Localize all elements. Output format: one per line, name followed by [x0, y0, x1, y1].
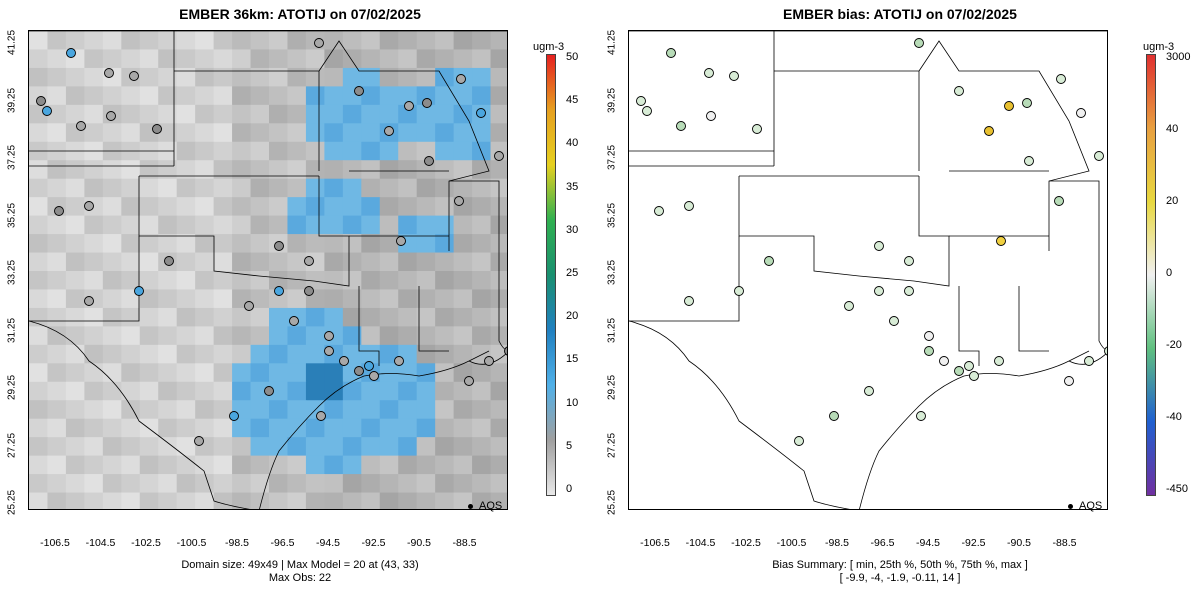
model-panel: EMBER 36km: ATOTIJ on 07/02/2025 41.25 39… [6, 6, 579, 584]
model-legend: AQS [468, 500, 502, 512]
x-tick-label: -94.5 [916, 537, 940, 549]
x-tick-label: -90.5 [1007, 537, 1031, 549]
bias-map-frame [628, 30, 1108, 510]
x-tick-label: -104.5 [85, 537, 116, 549]
colorbar-tick-label: 40 [1166, 123, 1179, 135]
y-tick-label: 33.25 [606, 259, 618, 286]
bias-legend-label: AQS [1079, 500, 1103, 512]
colorbar-tick-label: 3000 [1166, 51, 1191, 63]
y-tick-label: 27.25 [6, 432, 18, 458]
y-tick-label: 29.25 [606, 374, 618, 401]
colorbar-tick-label: 0 [566, 483, 573, 495]
colorbar-tick-label: 35 [566, 180, 579, 193]
bias-footer-line2: [ -9.9, -4, -1.9, -0.11, 14 ] [839, 572, 961, 584]
x-tick-label: -94.5 [316, 537, 340, 549]
colorbar-tick-label: 50 [566, 51, 579, 63]
bias-panel-title: EMBER bias: ATOTIJ on 07/02/2025 [783, 6, 1017, 22]
aqs-marker-icon [468, 503, 473, 509]
x-tick-label: -102.5 [131, 537, 161, 549]
colorbar-tick-label: -450 [1166, 483, 1189, 495]
x-tick-label: -98.5 [225, 537, 249, 549]
x-tick-label: -104.5 [685, 537, 716, 549]
y-tick-label: 29.25 [6, 374, 18, 401]
model-panel-title: EMBER 36km: ATOTIJ on 07/02/2025 [179, 6, 421, 22]
y-tick-label: 33.25 [6, 259, 18, 286]
colorbar-tick-label: -40 [1166, 411, 1182, 423]
bias-colorbar-unit: ugm-3 [1143, 41, 1175, 53]
y-tick-label: 25.25 [606, 489, 618, 516]
y-tick-label: 37.25 [606, 144, 618, 171]
colorbar-tick-label: 40 [566, 137, 579, 150]
y-tick-label: 31.25 [606, 317, 618, 343]
y-tick-label: 27.25 [606, 432, 618, 458]
model-map [29, 31, 507, 509]
model-footer-line2: Max Obs: 22 [268, 572, 332, 584]
colorbar-tick-label: 5 [566, 439, 573, 452]
x-tick-label: -100.5 [776, 537, 807, 549]
colorbar-tick-label: -20 [1166, 339, 1182, 351]
model-map-frame [28, 30, 508, 510]
y-tick-label: 37.25 [6, 144, 18, 171]
x-tick-label: -100.5 [176, 537, 207, 549]
colorbar-tick-label: 20 [1166, 195, 1179, 207]
colorbar-tick-label: 45 [566, 94, 579, 107]
y-tick-label: 35.25 [6, 202, 18, 228]
bias-map [629, 31, 1107, 509]
colorbar-tick-label: 30 [566, 223, 579, 236]
y-tick-label: 39.25 [6, 87, 18, 113]
x-tick-label: -92.5 [961, 537, 986, 549]
bias-colorbar [1146, 54, 1156, 496]
colorbar-tick-label: 20 [566, 310, 579, 323]
y-tick-label: 35.25 [606, 202, 618, 228]
x-tick-label: -90.5 [407, 537, 431, 549]
y-tick-label: 31.25 [6, 317, 18, 343]
model-legend-label: AQS [479, 500, 503, 512]
y-tick-label: 41.25 [6, 29, 18, 56]
x-tick-label: -102.5 [731, 537, 761, 549]
x-tick-label: -88.5 [452, 537, 477, 549]
x-tick-label: -106.5 [40, 537, 70, 549]
colorbar-tick-label: 15 [566, 353, 579, 366]
y-tick-label: 25.25 [6, 489, 18, 516]
x-tick-label: -96.5 [870, 537, 895, 549]
x-tick-label: -106.5 [640, 537, 670, 549]
x-tick-label: -96.5 [270, 537, 295, 549]
model-colorbar [546, 54, 556, 496]
colorbar-tick-label: 0 [1166, 267, 1173, 279]
colorbar-tick-label: 25 [566, 267, 579, 279]
colorbar-tick-label: 10 [566, 396, 579, 409]
bias-legend: AQS [1068, 500, 1102, 512]
x-tick-label: -92.5 [361, 537, 386, 549]
x-tick-label: -98.5 [825, 537, 849, 549]
y-tick-label: 41.25 [606, 29, 618, 56]
bias-panel: EMBER bias: ATOTIJ on 07/02/2025 41.25 39… [600, 0, 1200, 600]
bias-footer-line1: Bias Summary: [ min, 25th %, 50th %, 75t… [772, 559, 1028, 571]
aqs-marker-icon [1068, 503, 1073, 509]
model-footer-line1: Domain size: 49x49 | Max Model = 20 at (… [181, 559, 419, 571]
y-tick-label: 39.25 [606, 87, 618, 113]
x-tick-label: -88.5 [1052, 537, 1077, 549]
model-colorbar-unit: ugm-3 [533, 41, 565, 53]
